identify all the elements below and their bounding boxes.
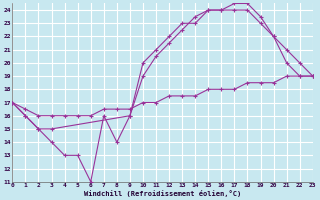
- X-axis label: Windchill (Refroidissement éolien,°C): Windchill (Refroidissement éolien,°C): [84, 190, 241, 197]
